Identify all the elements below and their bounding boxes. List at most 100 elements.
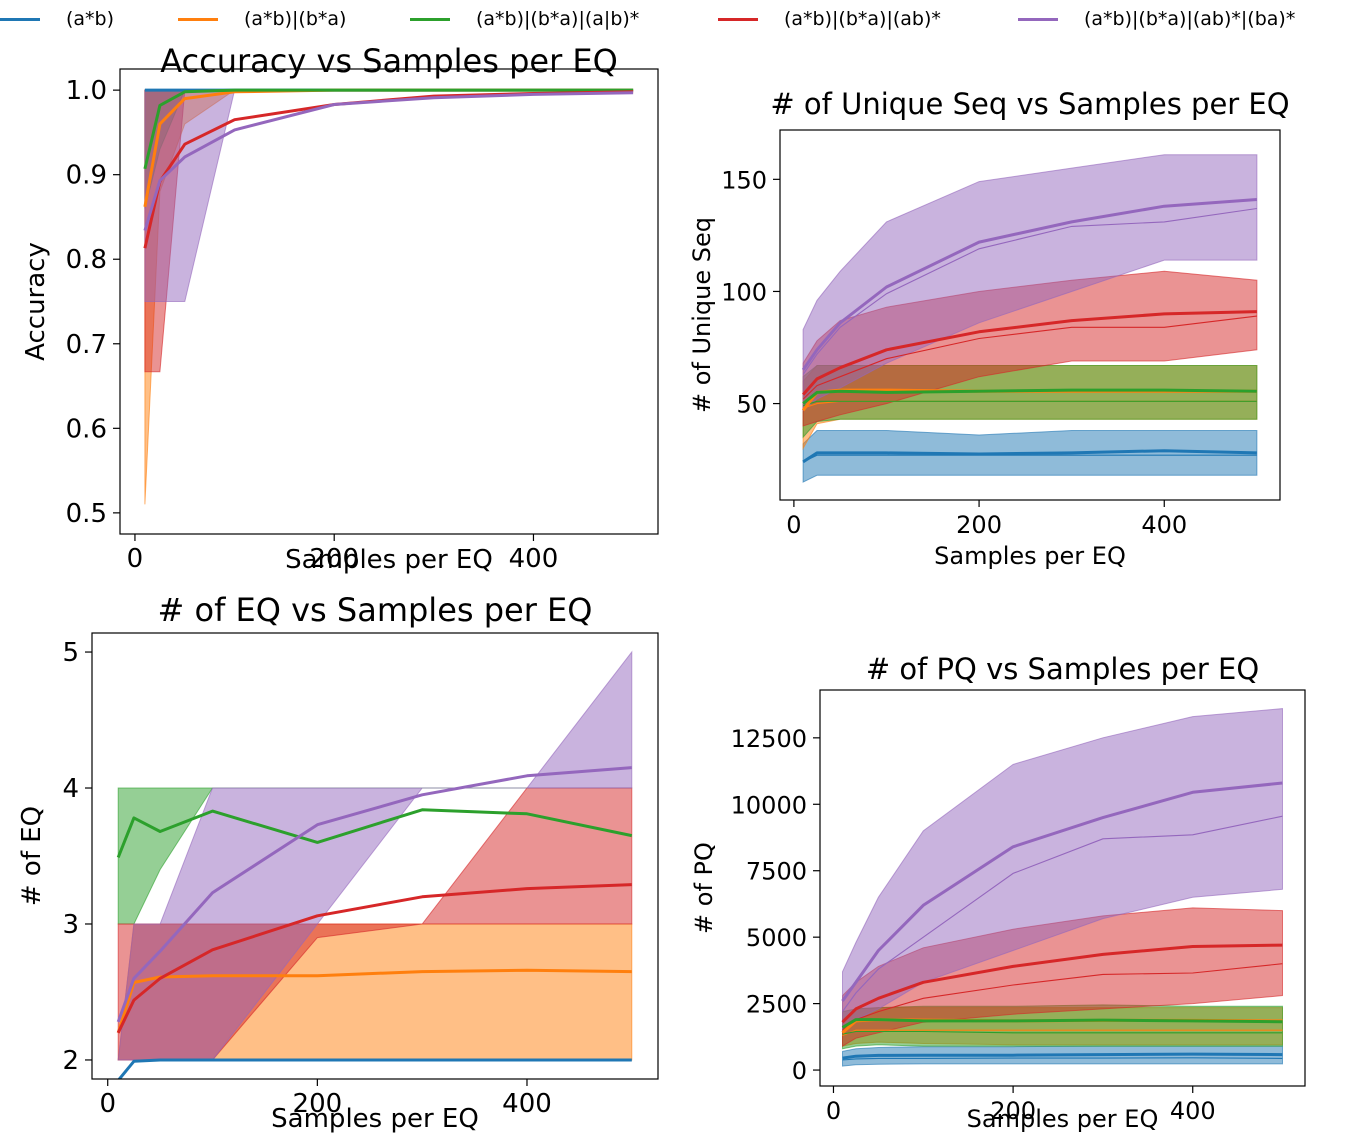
x-axis-label: Samples per EQ xyxy=(285,545,493,575)
legend-item: (a*b)|(b*a)|(a|b)* xyxy=(410,6,639,32)
axes-frame xyxy=(91,632,659,1080)
x-axis-label: Samples per EQ xyxy=(934,542,1126,570)
median-line xyxy=(802,207,1257,375)
median-line xyxy=(802,454,1257,463)
legend-label: (a*b)|(b*a) xyxy=(244,8,347,30)
eq-chart: # of EQ vs Samples per EQ 0 200 400 2 3 4 5 Samp… xyxy=(0,585,670,1139)
confidence-band xyxy=(144,89,634,302)
y-tick-label: 150 xyxy=(721,166,767,194)
y-tick-label: 12500 xyxy=(731,725,807,753)
median-line xyxy=(842,815,1283,1012)
legend-label: (a*b)|(b*a)|(ab)* xyxy=(784,8,941,30)
plot-area xyxy=(143,88,634,505)
x-tick-label: 0 xyxy=(127,544,144,574)
x-tick-label: 200 xyxy=(293,1089,343,1119)
chart-title: Accuracy vs Samples per EQ xyxy=(160,42,618,80)
series-line xyxy=(116,968,632,1034)
y-tick-label: 7500 xyxy=(746,858,807,886)
legend-label: (a*b) xyxy=(66,8,115,30)
y-tick-label: 2500 xyxy=(746,991,807,1019)
series-line xyxy=(841,781,1283,1002)
legend-swatch xyxy=(178,17,218,21)
unique-seq-chart-svg: # of Unique Seq vs Samples per EQ 0 200 400… xyxy=(688,88,1290,570)
accuracy-chart-svg: Accuracy vs Samples per EQ 0 200 400 0.5 0.6 0… xyxy=(21,42,659,575)
y-tick-label: 0 xyxy=(792,1057,807,1085)
median-line xyxy=(842,1030,1283,1035)
x-tick-label: 400 xyxy=(502,1089,552,1119)
legend-item: (a*b)|(b*a)|(ab)*|(ba)* xyxy=(1018,6,1295,32)
legend-swatch xyxy=(0,17,40,21)
accuracy-chart: Accuracy vs Samples per EQ 0 200 400 0.5 0.6 0… xyxy=(0,40,670,580)
series-line xyxy=(802,449,1257,464)
legend: (a*b) (a*b)|(b*a) (a*b)|(b*a)|(a|b)* (a*b)|… xyxy=(0,0,1355,40)
legend-swatch xyxy=(1018,17,1058,21)
axes-frame xyxy=(119,68,659,535)
series-line xyxy=(116,808,633,858)
series-line xyxy=(143,88,634,170)
y-tick-label: 50 xyxy=(736,391,767,419)
x-tick-label: 200 xyxy=(956,511,1002,539)
x-tick-label: 200 xyxy=(309,544,359,574)
x-tick-label: 400 xyxy=(1170,1097,1216,1125)
axes-frame xyxy=(819,689,1306,1087)
median-line xyxy=(842,1057,1283,1061)
y-axis-label: # of Unique Seq xyxy=(688,217,716,413)
unique-seq-chart: # of Unique Seq vs Samples per EQ 0 200 400… xyxy=(680,88,1350,580)
series-line xyxy=(116,883,632,1034)
legend-item: (a*b)|(b*a) xyxy=(178,6,346,32)
y-tick-label: 100 xyxy=(721,278,767,306)
x-tick-label: 400 xyxy=(509,544,559,574)
series-line xyxy=(802,388,1257,405)
y-tick-label: 2 xyxy=(62,1046,79,1076)
y-tick-label: 5 xyxy=(62,638,79,668)
y-tick-label: 10000 xyxy=(731,791,807,819)
pq-chart: # of PQ vs Samples per EQ 0 200 400 0 2500 500… xyxy=(680,645,1350,1139)
legend-label: (a*b)|(b*a)|(a|b)* xyxy=(476,8,640,30)
plot-area xyxy=(801,154,1258,483)
legend-swatch xyxy=(410,17,450,21)
series-line xyxy=(801,310,1257,396)
x-tick-label: 0 xyxy=(826,1097,841,1125)
series-line xyxy=(801,198,1258,371)
axes-frame xyxy=(779,129,1281,501)
y-axis-label: Accuracy xyxy=(21,242,51,361)
median-line xyxy=(842,1029,1283,1037)
chart-title: # of PQ vs Samples per EQ xyxy=(866,652,1259,686)
y-tick-label: 0.7 xyxy=(66,330,107,360)
x-tick-label: 0 xyxy=(786,511,801,539)
x-axis-label: Samples per EQ xyxy=(271,1104,479,1134)
x-tick-label: 400 xyxy=(1141,511,1187,539)
legend-item: (a*b) xyxy=(0,6,114,32)
legend-item: (a*b)|(b*a)|(ab)* xyxy=(718,6,941,32)
x-tick-label: 0 xyxy=(99,1089,116,1119)
series-line xyxy=(143,91,634,231)
legend-label: (a*b)|(b*a)|(ab)*|(ba)* xyxy=(1084,8,1296,30)
series-line xyxy=(841,1018,1283,1029)
plot-area xyxy=(841,708,1283,1067)
plot-area xyxy=(116,650,633,1079)
x-tick-label: 200 xyxy=(990,1097,1036,1125)
y-axis-label: # of EQ xyxy=(17,806,47,906)
legend-swatch xyxy=(718,17,758,21)
series-line xyxy=(116,766,632,1023)
confidence-band xyxy=(802,430,1258,483)
series-line xyxy=(117,1058,632,1079)
series-line xyxy=(841,943,1283,1024)
eq-chart-svg: # of EQ vs Samples per EQ 0 200 400 2 3 4 5 Samp… xyxy=(17,591,659,1134)
confidence-band xyxy=(842,708,1283,1032)
y-tick-label: 0.9 xyxy=(66,161,107,191)
y-tick-label: 1.0 xyxy=(66,76,107,106)
y-tick-label: 3 xyxy=(62,910,79,940)
median-line xyxy=(802,400,1257,407)
y-tick-label: 0.6 xyxy=(66,414,107,444)
chart-title: # of Unique Seq vs Samples per EQ xyxy=(770,88,1289,121)
y-tick-label: 4 xyxy=(62,774,79,804)
y-tick-label: 5000 xyxy=(746,924,807,952)
series-line xyxy=(842,1052,1283,1060)
y-axis-label: # of PQ xyxy=(690,842,718,934)
pq-chart-svg: # of PQ vs Samples per EQ 0 200 400 0 2500 500… xyxy=(690,652,1306,1133)
x-axis-label: Samples per EQ xyxy=(967,1105,1159,1133)
median-line xyxy=(802,315,1257,400)
y-tick-label: 0.8 xyxy=(66,245,107,275)
y-tick-label: 0.5 xyxy=(66,499,107,529)
